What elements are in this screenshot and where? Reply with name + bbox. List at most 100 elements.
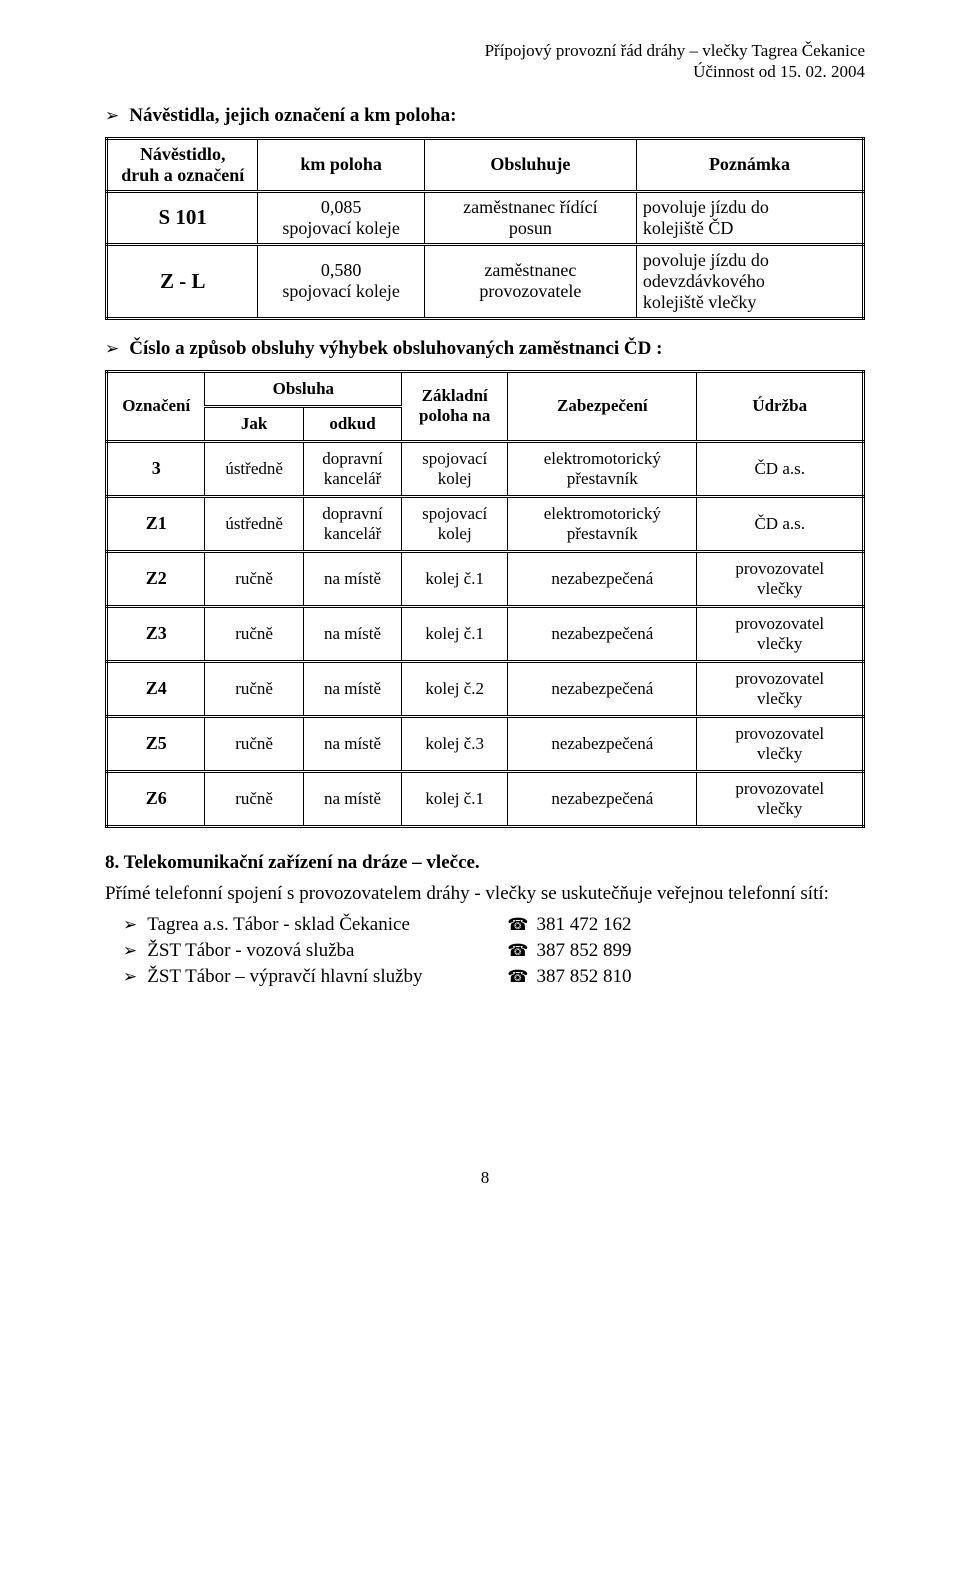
t2-h-udrzba: Údržba <box>697 371 864 441</box>
table-row: Z5 ručně na místě kolej č.3 nezabezpečen… <box>107 716 864 771</box>
t2-r2-jak: ručně <box>205 551 303 606</box>
contact-phone: 387 852 810 <box>536 966 631 988</box>
t2-r4-odkud: na místě <box>303 661 401 716</box>
t2-r2-udr: provozovatel vlečky <box>697 551 864 606</box>
cell-text: provozovatele <box>479 281 581 301</box>
t1-h-navestidlo: Návěstidlo, druh a označení <box>107 138 258 191</box>
table-row: Z1 ústředně dopravní kancelář spojovací … <box>107 496 864 551</box>
header-line1: Přípojový provozní řád dráhy – vlečky Ta… <box>105 40 865 61</box>
cell-text: kancelář <box>324 469 382 488</box>
t1-h1b: druh a označení <box>121 165 244 185</box>
cell-text: vlečky <box>757 689 802 708</box>
t2-r0-udr: ČD a.s. <box>697 441 864 496</box>
cell-text: 0,580 <box>321 260 362 280</box>
cell-text: spojovací <box>422 504 487 523</box>
t1-r1-km: 0,580 spojovací koleje <box>258 244 425 318</box>
contact-phone: 381 472 162 <box>536 914 631 936</box>
contact-label: ŽST Tábor - vozová služba <box>147 940 507 962</box>
contact-phone: 387 852 899 <box>536 940 631 962</box>
t2-r4-udr: provozovatel vlečky <box>697 661 864 716</box>
cell-text: vlečky <box>757 744 802 763</box>
t2-r4-zab: nezabezpečená <box>508 661 697 716</box>
bullet-icon: ➢ <box>123 915 137 935</box>
table-row: 3 ústředně dopravní kancelář spojovací k… <box>107 441 864 496</box>
bullet-icon: ➢ <box>123 941 137 961</box>
t2-r1-oz: Z1 <box>107 496 205 551</box>
contact-label: ŽST Tábor – výpravčí hlavní služby <box>147 966 507 988</box>
table-row: Z3 ručně na místě kolej č.1 nezabezpečen… <box>107 606 864 661</box>
t1-h1a: Návěstidlo, <box>140 144 226 164</box>
contact-row: ➢ Tagrea a.s. Tábor - sklad Čekanice ☎ 3… <box>105 914 865 936</box>
t2-r1-udr: ČD a.s. <box>697 496 864 551</box>
cell-text: odevzdávkového <box>643 271 765 291</box>
t2-r0-pol: spojovací kolej <box>402 441 508 496</box>
t2-r2-pol: kolej č.1 <box>402 551 508 606</box>
cell-text: vlečky <box>757 579 802 598</box>
t2-h-poloha: Základní poloha na <box>402 371 508 441</box>
table-row: Z2 ručně na místě kolej č.1 nezabezpečen… <box>107 551 864 606</box>
contact-row: ➢ ŽST Tábor - vozová služba ☎ 387 852 89… <box>105 940 865 962</box>
section3-para: Přímé telefonní spojení s provozovatelem… <box>105 882 865 907</box>
cell-text: přestavník <box>567 524 638 543</box>
t2-r6-pol: kolej č.1 <box>402 771 508 826</box>
cell-text: vlečky <box>757 634 802 653</box>
t1-h-poznamka: Poznámka <box>636 138 863 191</box>
t1-r0-label: S 101 <box>107 191 258 244</box>
t2-h-zabezpeceni: Zabezpečení <box>508 371 697 441</box>
t1-r1-obs: zaměstnanec provozovatele <box>424 244 636 318</box>
header-line2: Účinnost od 15. 02. 2004 <box>105 61 865 82</box>
t2-r2-oz: Z2 <box>107 551 205 606</box>
t2-h-obsluha: Obsluha <box>205 371 402 406</box>
t2-r1-odkud: dopravní kancelář <box>303 496 401 551</box>
phone-icon: ☎ <box>507 941 528 961</box>
cell-text: poloha na <box>419 406 490 425</box>
t2-r5-oz: Z5 <box>107 716 205 771</box>
t2-r3-jak: ručně <box>205 606 303 661</box>
cell-text: spojovací <box>422 449 487 468</box>
t2-r5-zab: nezabezpečená <box>508 716 697 771</box>
t2-h-oznaceni: Označení <box>107 371 205 441</box>
cell-text: dopravní <box>322 504 382 523</box>
t2-r3-zab: nezabezpečená <box>508 606 697 661</box>
cell-text: kolej <box>438 524 472 543</box>
cell-text: zaměstnanec řídící <box>463 197 597 217</box>
t2-r1-jak: ústředně <box>205 496 303 551</box>
t2-r4-oz: Z4 <box>107 661 205 716</box>
section-vyhybky: ➢ Číslo a způsob obsluhy výhybek obsluho… <box>105 338 865 360</box>
t2-r6-oz: Z6 <box>107 771 205 826</box>
t2-r4-jak: ručně <box>205 661 303 716</box>
cell-text: povoluje jízdu do <box>643 197 769 217</box>
cell-text: provozovatel <box>735 559 824 578</box>
t2-r3-odkud: na místě <box>303 606 401 661</box>
table-navestidla: Návěstidlo, druh a označení km poloha Ob… <box>105 137 865 320</box>
t1-r0-obs: zaměstnanec řídící posun <box>424 191 636 244</box>
t2-r1-pol: spojovací kolej <box>402 496 508 551</box>
table-row: Z4 ručně na místě kolej č.2 nezabezpečen… <box>107 661 864 716</box>
t2-r5-pol: kolej č.3 <box>402 716 508 771</box>
cell-text: vlečky <box>757 799 802 818</box>
cell-text: Základní <box>422 386 488 405</box>
t2-r0-odkud: dopravní kancelář <box>303 441 401 496</box>
t2-r2-zab: nezabezpečená <box>508 551 697 606</box>
cell-text: provozovatel <box>735 779 824 798</box>
t2-r6-zab: nezabezpečená <box>508 771 697 826</box>
t1-h-obsluhuje: Obsluhuje <box>424 138 636 191</box>
t2-r5-odkud: na místě <box>303 716 401 771</box>
cell-text: provozovatel <box>735 614 824 633</box>
cell-text: přestavník <box>567 469 638 488</box>
cell-text: elektromotorický <box>544 449 661 468</box>
section-navestidla: ➢ Návěstidla, jejich označení a km poloh… <box>105 105 865 127</box>
cell-text: kolej <box>438 469 472 488</box>
cell-text: kancelář <box>324 524 382 543</box>
t2-r3-pol: kolej č.1 <box>402 606 508 661</box>
section1-title: Návěstidla, jejich označení a km poloha: <box>129 105 456 127</box>
t2-r5-udr: provozovatel vlečky <box>697 716 864 771</box>
table-vyhybky: Označení Obsluha Základní poloha na Zabe… <box>105 370 865 828</box>
t2-r3-oz: Z3 <box>107 606 205 661</box>
phone-icon: ☎ <box>507 915 528 935</box>
t1-r1-label: Z - L <box>107 244 258 318</box>
page-number: 8 <box>105 1168 865 1188</box>
t2-r0-zab: elektromotorický přestavník <box>508 441 697 496</box>
table-row: Z6 ručně na místě kolej č.1 nezabezpečen… <box>107 771 864 826</box>
t2-h-odkud: odkud <box>303 406 401 441</box>
